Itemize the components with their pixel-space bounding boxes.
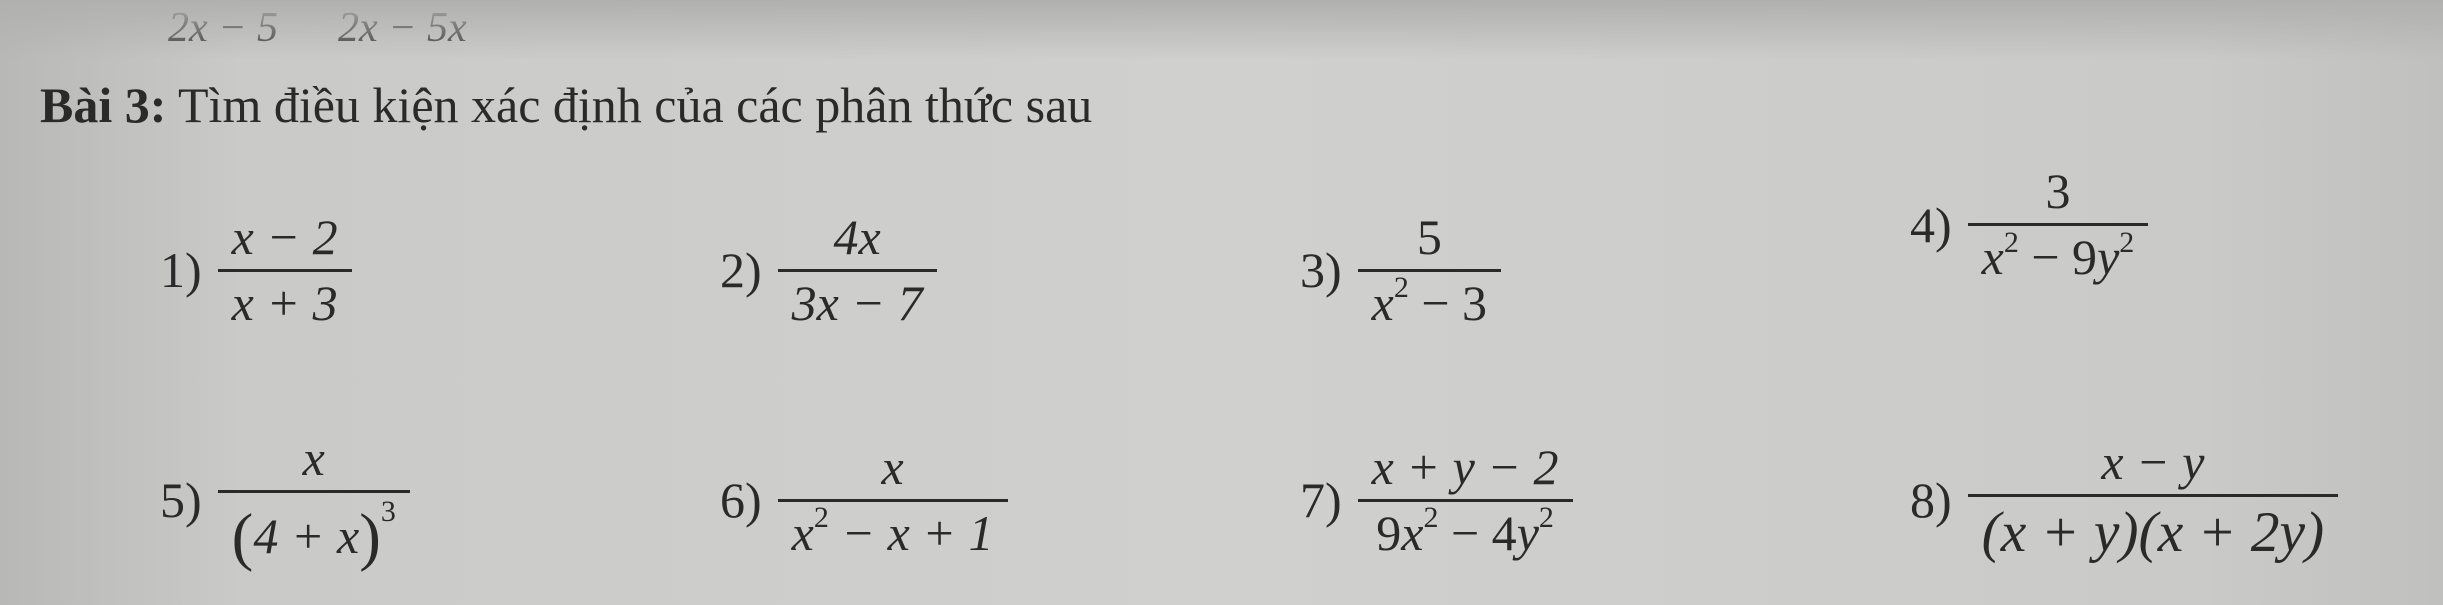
row-2: 5) x (4 + x)3 6) x x2 − x + 1 xyxy=(40,400,2403,600)
problem-7: 7) x + y − 2 9x2 − 4y2 xyxy=(1300,436,1573,565)
problem-3-numerator: 5 xyxy=(1403,206,1456,269)
problem-8: 8) x − y (x + y)(x + 2y) xyxy=(1910,431,2338,568)
problem-3-label: 3) xyxy=(1300,241,1342,299)
p7-den-b-base: y xyxy=(1517,505,1539,561)
problem-1-denominator: x + 3 xyxy=(218,272,352,335)
p7-den-b-exp: 2 xyxy=(1539,501,1554,534)
page: 2x − 5 2x − 5x Bài 3: Tìm điều kiện xác … xyxy=(0,0,2443,605)
p7-den-mid: − 4 xyxy=(1438,505,1516,561)
problem-6-denominator: x2 − x + 1 xyxy=(778,502,1008,565)
p7-den-lead: 9 xyxy=(1376,505,1401,561)
problem-5-numerator: x xyxy=(289,427,339,490)
p6-den-a-base: x xyxy=(792,505,814,561)
problem-8-numerator: x − y xyxy=(2087,431,2218,494)
p3-den-exp: 2 xyxy=(1394,271,1409,304)
exercise-label: Bài 3: xyxy=(40,77,166,133)
problem-3-denominator: x2 − 3 xyxy=(1358,272,1501,335)
problem-6-numerator: x xyxy=(868,436,918,499)
p8-den-p2: (x + 2y) xyxy=(2139,501,2325,564)
problem-8-label: 8) xyxy=(1910,471,1952,529)
problem-5-label: 5) xyxy=(160,471,202,529)
cutoff-left: 2x − 5 xyxy=(168,4,278,52)
problem-4-denominator: x2 − 9y2 xyxy=(1968,226,2149,289)
problem-2-label: 2) xyxy=(720,241,762,299)
problem-6-label: 6) xyxy=(720,471,762,529)
problem-5-denominator: (4 + x)3 xyxy=(218,493,410,573)
problem-5: 5) x (4 + x)3 xyxy=(160,427,410,573)
problem-2: 2) 4x 3x − 7 xyxy=(720,206,937,335)
problem-4: 4) 3 x2 − 9y2 xyxy=(1910,160,2148,289)
problems-grid: 1) x − 2 x + 3 2) 4x 3x − 7 3) 5 xyxy=(40,160,2403,605)
p5-den-exp: 3 xyxy=(381,495,396,528)
row-1: 1) x − 2 x + 3 2) 4x 3x − 7 3) 5 xyxy=(40,180,2403,360)
p4-den-a-base: x xyxy=(1982,229,2004,285)
p7-den-a-exp: 2 xyxy=(1423,501,1438,534)
problem-1-fraction: x − 2 x + 3 xyxy=(218,206,352,335)
p4-den-a-exp: 2 xyxy=(2004,226,2019,259)
problem-2-denominator: 3x − 7 xyxy=(778,272,937,335)
problem-4-fraction: 3 x2 − 9y2 xyxy=(1968,160,2149,289)
p5-den-open: ( xyxy=(232,501,254,573)
problem-7-fraction: x + y − 2 9x2 − 4y2 xyxy=(1358,436,1573,565)
problem-1-label: 1) xyxy=(160,241,202,299)
problem-8-denominator: (x + y)(x + 2y) xyxy=(1968,497,2339,568)
p4-den-b-exp: 2 xyxy=(2119,226,2134,259)
p7-den-a-base: x xyxy=(1401,505,1423,561)
p6-den-a-exp: 2 xyxy=(814,501,829,534)
problem-7-label: 7) xyxy=(1300,471,1342,529)
problem-2-numerator: 4x xyxy=(820,206,895,269)
cutoff-right: 2x − 5x xyxy=(338,4,467,52)
p4-den-b-base: y xyxy=(2097,229,2119,285)
problem-6: 6) x x2 − x + 1 xyxy=(720,436,1008,565)
problem-2-fraction: 4x 3x − 7 xyxy=(778,206,937,335)
p8-den-p1: (x + y) xyxy=(1982,501,2139,564)
exercise-title: Bài 3: Tìm điều kiện xác định của các ph… xyxy=(40,76,1092,134)
problem-1-numerator: x − 2 xyxy=(218,206,352,269)
problem-3-fraction: 5 x2 − 3 xyxy=(1358,206,1501,335)
problem-8-fraction: x − y (x + y)(x + 2y) xyxy=(1968,431,2339,568)
problem-4-numerator: 3 xyxy=(2031,160,2084,223)
p5-den-close: ) xyxy=(359,501,381,573)
problem-5-fraction: x (4 + x)3 xyxy=(218,427,410,573)
p3-den-base: x xyxy=(1372,275,1394,331)
problem-4-label: 4) xyxy=(1910,196,1952,254)
problem-7-denominator: 9x2 − 4y2 xyxy=(1362,502,1568,565)
problem-6-fraction: x x2 − x + 1 xyxy=(778,436,1008,565)
cutoff-fragment: 2x − 5 2x − 5x xyxy=(168,4,467,52)
p5-den-inner: 4 + x xyxy=(253,508,359,564)
p3-den-tail: − 3 xyxy=(1409,275,1487,331)
problem-1: 1) x − 2 x + 3 xyxy=(160,206,352,335)
problem-7-numerator: x + y − 2 xyxy=(1358,436,1573,499)
p4-den-mid: − 9 xyxy=(2019,229,2097,285)
p6-den-tail: − x + 1 xyxy=(829,505,994,561)
problem-3: 3) 5 x2 − 3 xyxy=(1300,206,1501,335)
exercise-text: Tìm điều kiện xác định của các phân thức… xyxy=(178,77,1092,133)
